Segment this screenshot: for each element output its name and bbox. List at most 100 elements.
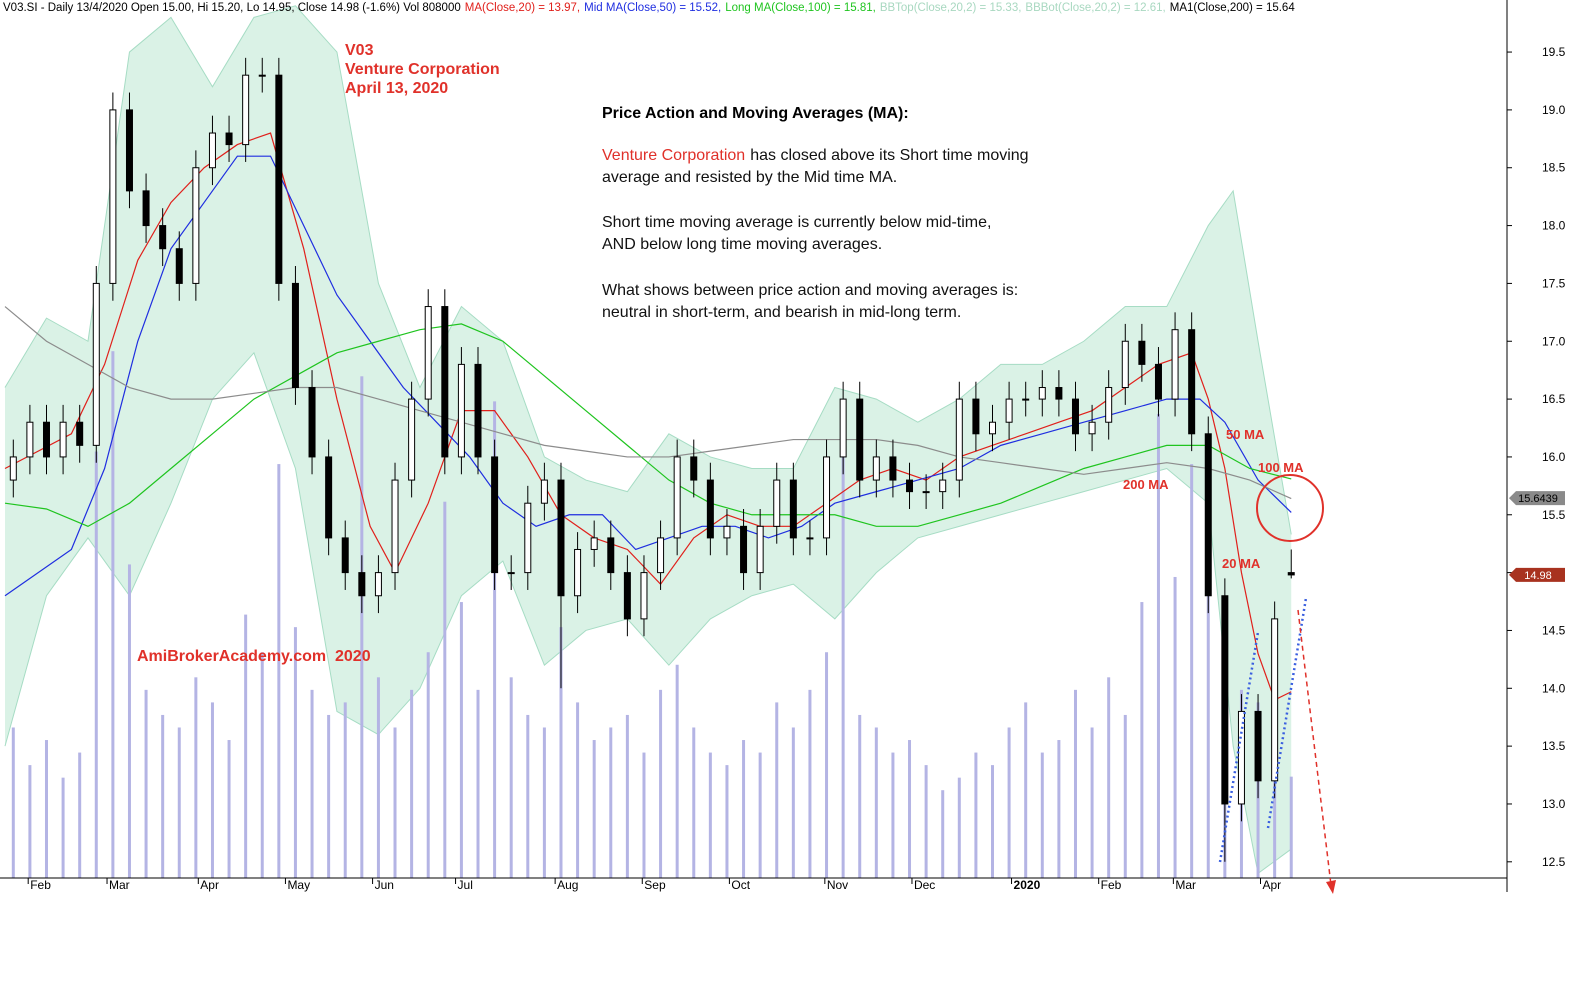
- symbol: V03: [345, 42, 374, 59]
- price-marker-label: 15.6439: [1518, 493, 1558, 505]
- header-part: Mid MA(Close,50) = 15.52,: [584, 2, 721, 14]
- candle-body: [457, 363, 465, 458]
- candle-body: [1022, 398, 1030, 401]
- candle-body: [474, 363, 482, 458]
- candle-body: [441, 306, 449, 458]
- volume-bar: [1107, 677, 1111, 878]
- candle-body: [1038, 387, 1046, 400]
- volume-bar: [825, 652, 829, 878]
- volume-bar: [1190, 464, 1194, 878]
- volume-bar: [1057, 740, 1061, 878]
- candle-body: [358, 572, 366, 597]
- x-tick-label: Aug: [557, 878, 578, 892]
- candle-body: [258, 74, 266, 77]
- volume-bar: [858, 714, 862, 878]
- forecast-arrow: [1297, 609, 1332, 886]
- volume-bar: [1140, 602, 1144, 878]
- volume-bar: [1173, 576, 1177, 878]
- candle-body: [408, 398, 416, 481]
- header-part: BBTop(Close,20,2) = 15.33,: [880, 2, 1022, 14]
- candle-body: [424, 306, 432, 400]
- candle-body: [740, 525, 748, 574]
- candle-body: [1088, 421, 1096, 435]
- candle-body: [756, 525, 764, 574]
- candle-body: [109, 109, 117, 284]
- volume-bar: [61, 777, 65, 878]
- candle-body: [1171, 329, 1179, 400]
- band-layer: [4, 5, 1292, 875]
- candle-body: [1105, 387, 1113, 423]
- candle-body: [906, 479, 914, 493]
- candle-body: [955, 398, 963, 481]
- x-tick-label: Dec: [914, 878, 935, 892]
- candle-body: [574, 548, 582, 597]
- candle-body: [1071, 398, 1079, 435]
- y-tick-label: 19.5: [1542, 45, 1566, 59]
- commentary-line: What shows between price action and movi…: [602, 282, 1018, 299]
- candle-body: [706, 479, 714, 539]
- candle-body: [1221, 595, 1229, 805]
- volume-bar: [509, 677, 513, 878]
- volume-bar: [244, 614, 248, 878]
- band-edge: [4, 5, 1292, 535]
- candle-body: [690, 456, 698, 481]
- volume-bar: [111, 351, 115, 878]
- candle-body: [872, 456, 880, 481]
- volume-bar: [161, 714, 165, 878]
- commentary-line: AND below long time moving averages.: [602, 236, 882, 253]
- y-tick-label: 16.5: [1542, 392, 1566, 406]
- candle-body: [391, 479, 399, 574]
- candle-body: [1271, 618, 1279, 782]
- candle-body: [773, 479, 781, 527]
- highlight-circle: [1256, 474, 1324, 542]
- volume-bar: [542, 727, 546, 878]
- header-part: MA1(Close,200) = 15.64: [1170, 2, 1296, 14]
- candle-body: [557, 479, 565, 597]
- x-tick-label: Feb: [1101, 878, 1122, 892]
- volume-bar: [410, 689, 414, 878]
- volume-bar: [742, 740, 746, 878]
- candle-body: [1254, 710, 1262, 782]
- price-marker: [1509, 491, 1565, 506]
- x-tick-label: May: [287, 878, 310, 892]
- x-tick-label: Sep: [644, 878, 666, 892]
- candle-body: [491, 456, 499, 574]
- arrow-head: [1326, 880, 1336, 894]
- ma-label: 100 MA: [1258, 460, 1304, 475]
- volume-bar: [11, 727, 15, 878]
- candle-body: [42, 421, 50, 458]
- x-tick-label: Jul: [458, 878, 473, 892]
- header: V03.SI - Daily 13/4/2020 Open 15.00, Hi …: [3, 2, 1295, 14]
- volume-bar: [260, 652, 264, 878]
- volume-bar: [343, 702, 347, 878]
- highlight: Venture Corporation: [602, 147, 745, 164]
- candle-body: [159, 225, 167, 250]
- y-tick-label: 13.5: [1542, 739, 1566, 753]
- bollinger-band: [5, 5, 1292, 874]
- candle-body: [59, 421, 67, 458]
- y-tick-label: 13.0: [1542, 797, 1566, 811]
- volume-bar: [210, 702, 214, 878]
- candle-body: [374, 572, 382, 597]
- commentary-line: average and resisted by the Mid time MA.: [602, 169, 897, 186]
- candle-body: [308, 387, 316, 458]
- commentary-line: Short time moving average is currently b…: [602, 214, 991, 231]
- ma-label: 50 MA: [1226, 427, 1265, 442]
- volume-bar: [692, 727, 696, 878]
- ma-label: 200 MA: [1123, 477, 1169, 492]
- candle-body: [989, 421, 997, 435]
- volume-bar: [1090, 727, 1094, 878]
- volume-bar: [78, 752, 82, 878]
- volume-bar: [493, 401, 497, 878]
- candle-body: [1204, 433, 1212, 597]
- y-tick-label: 14.0: [1542, 681, 1566, 695]
- volume-bar: [725, 765, 729, 878]
- volume-bar: [293, 627, 297, 878]
- header-part: BBBot(Close,20,2) = 12.61,: [1025, 2, 1165, 14]
- y-tick-label: 18.5: [1542, 161, 1566, 175]
- candle-body: [806, 537, 814, 540]
- date: April 13, 2020: [345, 80, 448, 97]
- candle-body: [1188, 329, 1196, 435]
- candle-body: [1055, 387, 1063, 400]
